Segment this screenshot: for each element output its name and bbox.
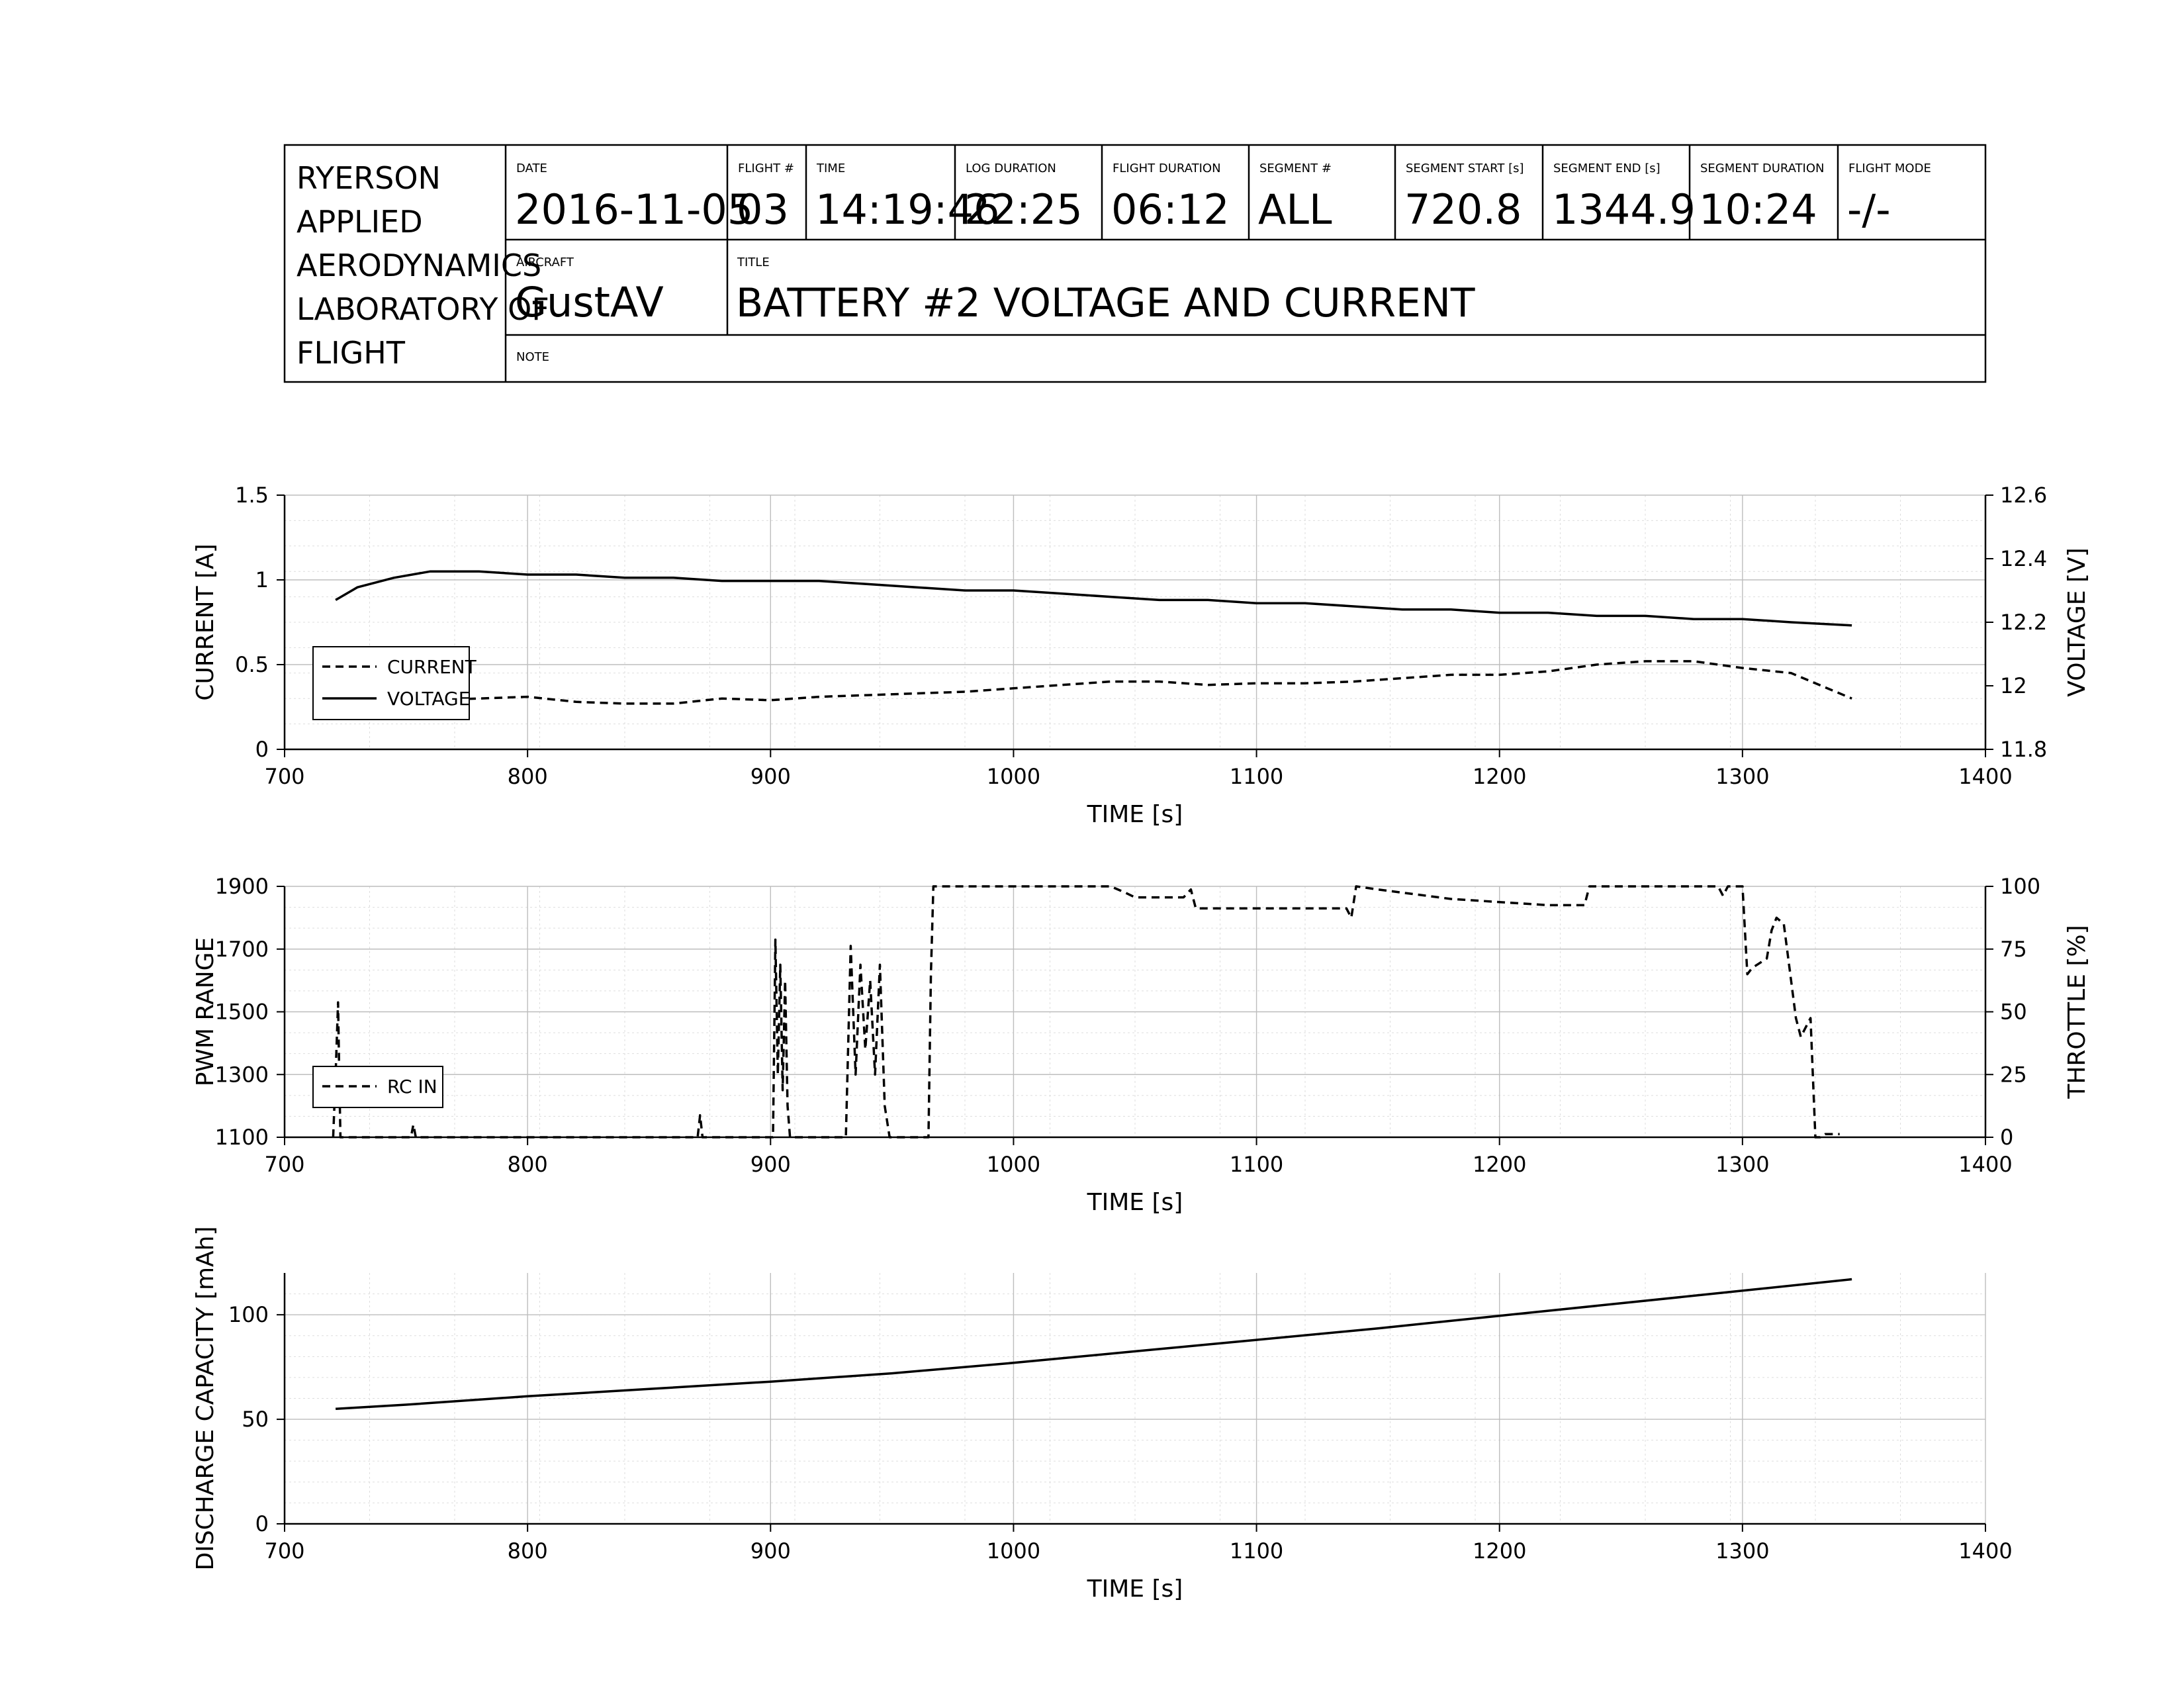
y2-tick-label: 50 (2000, 1000, 2027, 1025)
x-tick-label: 1400 (1958, 764, 2012, 789)
aircraft-name: GustAV (515, 278, 664, 326)
x-tick-label: 900 (751, 1152, 791, 1177)
field-label: SEGMENT START [s] (1406, 162, 1524, 175)
legend-label: CURRENT (387, 656, 477, 678)
x-tick-label: 700 (264, 764, 304, 789)
y-tick-label: 1700 (215, 937, 269, 962)
y-tick-label: 0 (255, 1511, 269, 1536)
x-axis-title: TIME [s] (1087, 801, 1183, 828)
legend-label: RC IN (387, 1076, 437, 1098)
field-value: 14:19:46 (815, 185, 999, 234)
legend-box (312, 1066, 443, 1108)
y-axis-title: CURRENT [A] (192, 543, 219, 700)
note-label: NOTE (516, 350, 549, 364)
organization-name-line: LABORATORY OF (296, 291, 549, 327)
x-tick-label: 1100 (1230, 1538, 1283, 1564)
field-label: SEGMENT DURATION (1700, 162, 1825, 175)
series-line-voltage (335, 570, 1852, 627)
x-tick-label: 1000 (987, 764, 1040, 789)
x-tick-label: 800 (508, 1538, 548, 1564)
x-axis-title: TIME [s] (1087, 1189, 1183, 1216)
x-tick-label: 900 (751, 1538, 791, 1564)
sheet-title: BATTERY #2 VOLTAGE AND CURRENT (736, 280, 1475, 326)
y-axis-title: PWM RANGE (192, 937, 219, 1087)
series-line-rc-in (332, 885, 1840, 1139)
y-tick-label: 1 (255, 567, 269, 592)
field-value: ALL (1258, 185, 1332, 234)
y-tick-label: 1.5 (235, 483, 269, 508)
field-value: 03 (737, 185, 789, 234)
x-tick-label: 900 (751, 764, 791, 789)
field-value: -/- (1847, 185, 1891, 234)
x-tick-label: 1200 (1473, 1152, 1526, 1177)
y2-tick-label: 12.4 (2000, 546, 2047, 571)
x-tick-label: 1000 (987, 1538, 1040, 1564)
battery-voltage-current-chart: 700 800 900 1000 1100 1200 1300 1400 0 0.5 1 1.5 11.… (192, 483, 2091, 828)
field-label: FLIGHT # (738, 162, 794, 175)
y-tick-label: 50 (242, 1407, 269, 1432)
x-tick-label: 1300 (1715, 764, 1769, 789)
y-tick-label: 0.5 (235, 652, 269, 677)
y-tick-label: 1500 (215, 1000, 269, 1025)
x-tick-label: 1200 (1473, 1538, 1526, 1564)
organization-name-line: FLIGHT (296, 335, 406, 371)
title-block-frame (283, 144, 1987, 383)
y2-axis-title: VOLTAGE [V] (2064, 547, 2091, 696)
y-tick-label: 1100 (215, 1125, 269, 1150)
field-label: SEGMENT # (1259, 162, 1332, 175)
title-label: TITLE (737, 256, 770, 269)
field-value: 22:25 (964, 185, 1083, 234)
field-value: 1344.9 (1552, 185, 1696, 234)
series-line-capacity (335, 1278, 1852, 1411)
rc-input-throttle-chart: 700 800 900 1000 1100 1200 1300 140011001300150… (192, 874, 2091, 1216)
discharge-capacity-chart: 700 800 900 1000 1100 1200 1300 1400 0 50 100 TIME … (192, 1226, 2013, 1603)
y-tick-label: 1900 (215, 874, 269, 899)
legend-label: VOLTAGE (387, 688, 470, 710)
x-tick-label: 800 (508, 1152, 548, 1177)
field-label: DATE (516, 162, 547, 175)
y2-tick-label: 75 (2000, 937, 2027, 962)
legend-box (312, 646, 470, 720)
x-tick-label: 1300 (1715, 1538, 1769, 1564)
field-value: 10:24 (1699, 185, 1817, 234)
y-tick-label: 0 (255, 737, 269, 762)
x-tick-label: 1400 (1958, 1538, 2012, 1564)
field-label: TIME (816, 162, 845, 175)
y2-tick-label: 100 (2000, 874, 2040, 899)
organization-name-line: AERODYNAMICS (296, 248, 541, 283)
x-tick-label: 1100 (1230, 764, 1283, 789)
x-tick-label: 700 (264, 1152, 304, 1177)
series-line-current (336, 660, 1852, 705)
x-tick-label: 800 (508, 764, 548, 789)
organization-name-line: APPLIED (296, 204, 423, 240)
x-tick-label: 700 (264, 1538, 304, 1564)
y2-tick-label: 12 (2000, 673, 2027, 698)
field-value: 2016-11-05 (515, 185, 753, 234)
x-tick-label: 1200 (1473, 764, 1526, 789)
y2-axis-title: THROTTLE [%] (2064, 925, 2091, 1099)
x-tick-label: 1000 (987, 1152, 1040, 1177)
title-block: RYERSON APPLIED AERODYNAMICS LABORATORY OF F… (283, 144, 1987, 383)
field-value: 720.8 (1404, 185, 1522, 234)
y2-tick-label: 25 (2000, 1062, 2027, 1087)
y-axis-title: DISCHARGE CAPACITY [mAh] (192, 1226, 219, 1570)
organization-name-line: RYERSON (296, 160, 441, 196)
y2-tick-label: 11.8 (2000, 737, 2047, 762)
field-label: FLIGHT MODE (1848, 162, 1931, 175)
field-value: 06:12 (1111, 185, 1230, 234)
x-tick-label: 1400 (1958, 1152, 2012, 1177)
y2-tick-label: 0 (2000, 1125, 2013, 1150)
field-label: FLIGHT DURATION (1113, 162, 1221, 175)
field-label: SEGMENT END [s] (1553, 162, 1661, 175)
y2-tick-label: 12.6 (2000, 483, 2047, 508)
y-tick-label: 1300 (215, 1062, 269, 1087)
x-tick-label: 1100 (1230, 1152, 1283, 1177)
y2-tick-label: 12.2 (2000, 610, 2047, 635)
field-label: LOG DURATION (966, 162, 1056, 175)
aircraft-label: AIRCRAFT (516, 256, 574, 269)
x-axis-title: TIME [s] (1087, 1575, 1183, 1603)
x-tick-label: 1300 (1715, 1152, 1769, 1177)
y-tick-label: 100 (228, 1302, 269, 1327)
